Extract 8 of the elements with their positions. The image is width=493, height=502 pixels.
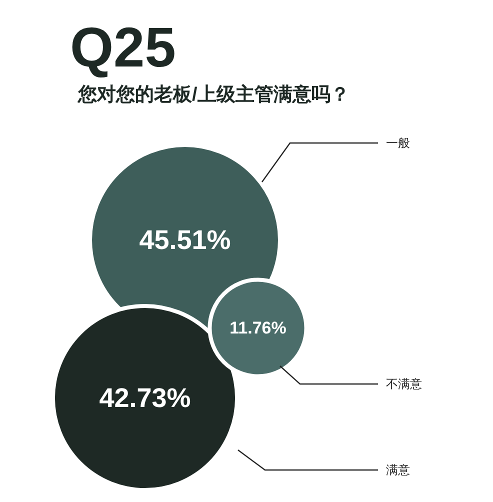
text: Q25: [70, 16, 176, 78]
category-label: 一般: [386, 136, 410, 150]
category-label: 满意: [386, 463, 410, 477]
data-label: 42.73%: [99, 383, 191, 413]
category-label: 不满意: [386, 377, 422, 391]
data-label: 11.76%: [230, 318, 286, 338]
text: 您对您的老板/上级主管满意吗？: [77, 84, 350, 106]
data-label: 45.51%: [139, 225, 231, 255]
